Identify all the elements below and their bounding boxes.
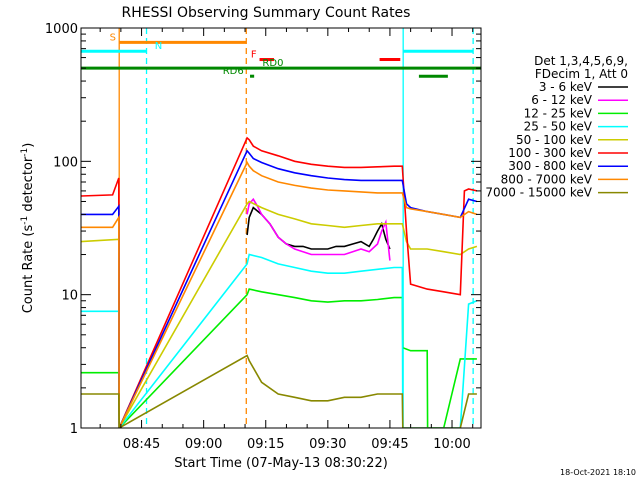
legend-label-4: 50 - 100 keV <box>516 133 593 147</box>
series-line-6 <box>81 149 478 428</box>
y-tick-label-3: 1000 <box>45 22 78 37</box>
flag-label-1: N <box>155 41 162 52</box>
vertical-markers <box>118 28 474 428</box>
series-line-8 <box>81 354 477 428</box>
flag-bars: S N F RD0 RD6 <box>81 32 481 78</box>
plot-frame <box>80 27 482 429</box>
legend-label-6: 300 - 800 keV <box>508 159 592 173</box>
series-line-3 <box>81 253 478 428</box>
legend: Det 1,3,4,5,6,9, FDecim 1, Att 0 3 - 6 k… <box>485 54 628 200</box>
y-tick-label-0: 1 <box>70 422 78 437</box>
series-line-2 <box>81 288 477 428</box>
legend-label-0: 3 - 6 keV <box>539 80 593 94</box>
plot-area: S N F RD0 RD6 <box>81 28 481 428</box>
x-tick-label-0: 08:45 <box>123 437 160 452</box>
chart-title: RHESSI Observing Summary Count Rates <box>122 5 411 21</box>
flag-label-0: S <box>110 32 116 43</box>
series-line-5 <box>81 136 478 428</box>
series-line-1 <box>246 197 391 261</box>
flag-label-6: RD6 <box>223 66 244 77</box>
x-tick-label-5: 10:00 <box>433 437 470 452</box>
legend-header-line-2: FDecim 1, Att 0 <box>535 67 628 81</box>
legend-label-8: 7000 - 15000 keV <box>485 186 592 200</box>
legend-label-5: 100 - 300 keV <box>508 146 592 160</box>
x-axis-label: Start Time (07-May-13 08:30:22) <box>174 456 388 471</box>
flag-label-5: RD0 <box>262 58 283 69</box>
x-tick-label-3: 09:30 <box>309 437 346 452</box>
legend-label-1: 6 - 12 keV <box>531 93 593 107</box>
generation-timestamp: 18-Oct-2021 18:10 <box>560 468 636 477</box>
series-layer <box>81 136 478 428</box>
x-tick-label-2: 09:15 <box>247 437 284 452</box>
y-tick-label-2: 100 <box>53 155 78 170</box>
y-tick-label-1: 10 <box>61 289 78 304</box>
legend-label-3: 25 - 50 keV <box>524 120 593 134</box>
legend-label-7: 800 - 7000 keV <box>501 172 593 186</box>
series-line-0 <box>246 206 391 250</box>
x-axis-ticks: 08:45 09:00 09:15 09:30 09:45 10:00 <box>99 28 474 452</box>
x-tick-label-1: 09:00 <box>185 437 222 452</box>
x-tick-label-4: 09:45 <box>371 437 408 452</box>
y-axis-ticks: 1 10 100 1000 <box>45 22 481 437</box>
legend-header-line-1: Det 1,3,4,5,6,9, <box>534 54 628 68</box>
flag-label-3: F <box>251 50 257 61</box>
series-line-4 <box>81 200 478 428</box>
legend-label-2: 12 - 25 keV <box>524 106 593 120</box>
y-axis-label: Count Rate (s-1 detector-1) <box>20 143 36 314</box>
series-line-7 <box>81 160 478 428</box>
